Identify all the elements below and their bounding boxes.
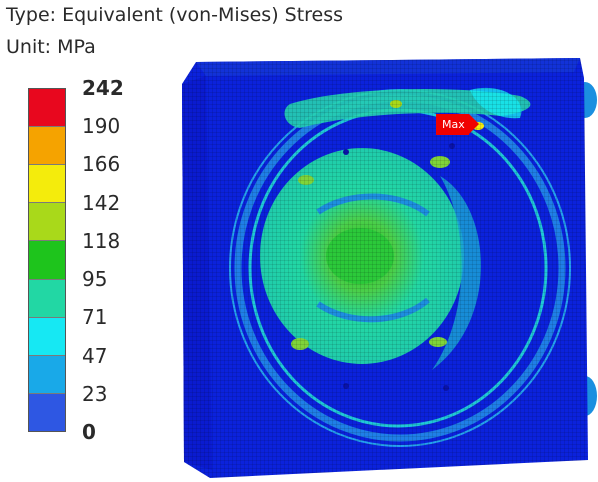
legend-label-max: 242 (82, 76, 124, 100)
legend-label: 71 (82, 305, 108, 329)
legend-label: 47 (82, 344, 108, 368)
legend-swatch-3 (29, 165, 65, 204)
legend-swatch-5 (29, 241, 65, 280)
legend-swatch-9 (29, 393, 65, 431)
legend-swatch-6 (29, 279, 65, 318)
legend-label: 142 (82, 191, 121, 215)
legend-label: 190 (82, 114, 121, 138)
color-legend-bar (28, 88, 66, 432)
legend-swatch-7 (29, 317, 65, 356)
legend-label: 23 (82, 382, 108, 406)
legend-swatch-1 (29, 89, 65, 128)
legend-swatch-4 (29, 203, 65, 242)
result-unit-label: Unit: MPa (6, 36, 96, 58)
legend-swatch-8 (29, 355, 65, 394)
legend-label-min: 0 (82, 420, 96, 444)
result-type-label: Type: Equivalent (von-Mises) Stress (6, 4, 344, 26)
mesh-overlay (182, 58, 588, 478)
legend-label: 95 (82, 267, 108, 291)
fea-stress-contour-model (182, 58, 597, 478)
legend-label: 118 (82, 229, 121, 253)
legend-label: 166 (82, 152, 121, 176)
max-marker-tag: Max (436, 114, 479, 135)
legend-swatch-2 (29, 127, 65, 166)
